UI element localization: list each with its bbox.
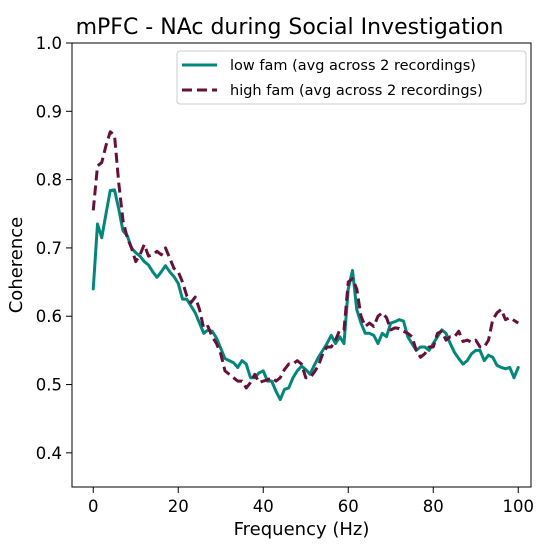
plot-area xyxy=(91,130,520,402)
x-tick-label: 0 xyxy=(88,497,99,516)
x-tick-label: 40 xyxy=(253,497,274,516)
x-tick-label: 100 xyxy=(503,497,535,516)
x-tick-label: 80 xyxy=(423,497,444,516)
y-tick-label: 0.5 xyxy=(36,376,62,395)
axis-ticks: 0 20 40 60 80 100 0.4 0.5 0.6 0.7 0.8 0.9 1.0 xyxy=(36,34,534,516)
legend-label: low fam (avg across 2 recordings) xyxy=(230,58,476,74)
x-tick-label: 60 xyxy=(338,497,359,516)
series-line-low-fam xyxy=(91,188,520,402)
x-tick-label: 20 xyxy=(168,497,189,516)
legend-label: high fam (avg across 2 recordings) xyxy=(230,83,483,99)
chart-title: mPFC - NAc during Social Investigation xyxy=(76,15,504,40)
legend-box xyxy=(176,50,527,105)
y-axis-title: Coherence xyxy=(6,217,27,314)
y-tick-label: 1.0 xyxy=(36,34,62,53)
y-tick-label: 0.8 xyxy=(36,171,62,190)
y-tick-label: 0.4 xyxy=(36,444,62,463)
series-line-high-fam xyxy=(91,130,520,390)
x-axis-title: Frequency (Hz) xyxy=(234,519,370,540)
y-tick-label: 0.7 xyxy=(36,239,62,258)
y-tick-label: 0.6 xyxy=(36,307,62,326)
legend: low fam (avg across 2 recordings) high fa… xyxy=(176,50,527,105)
y-tick-label: 0.9 xyxy=(36,102,62,121)
axes-frame xyxy=(71,42,532,488)
